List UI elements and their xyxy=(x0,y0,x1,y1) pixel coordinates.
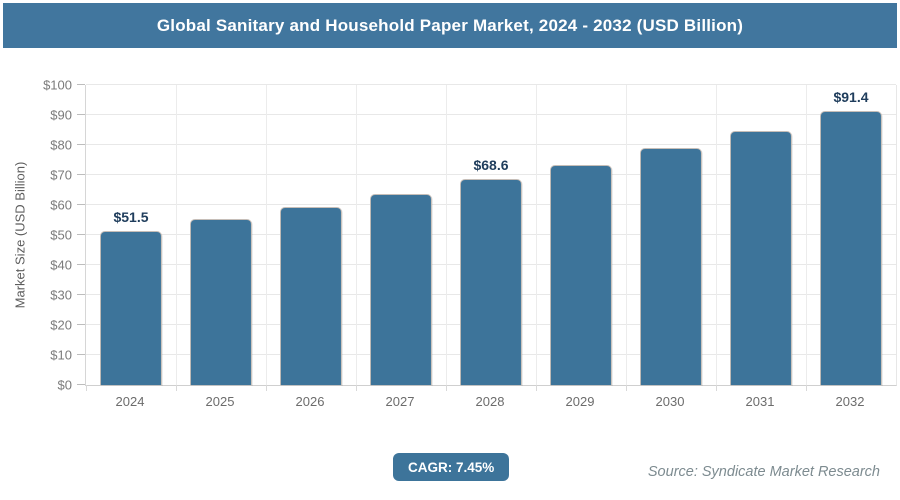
y-tick-label: $10 xyxy=(50,347,72,363)
y-tick-mark xyxy=(77,264,85,265)
x-tick-mark xyxy=(176,385,177,391)
y-tick-mark xyxy=(77,354,85,355)
x-tick-mark xyxy=(86,385,87,391)
y-axis-ticks: $0 $10 $20 $30 $40 $50 $60 $70 $80 $90 $100 xyxy=(0,78,85,393)
y-tick-label: $20 xyxy=(50,317,72,333)
horizontal-gridline xyxy=(86,114,896,115)
x-tick-label: 2026 xyxy=(295,394,325,409)
y-tick-label: $40 xyxy=(50,257,72,273)
bar-2027 xyxy=(369,194,433,385)
y-tick-mark xyxy=(77,174,85,175)
x-tick-label: 2027 xyxy=(385,394,415,409)
x-tick-mark xyxy=(536,385,537,391)
source-credit: Source: Syndicate Market Research xyxy=(647,464,880,480)
horizontal-gridline xyxy=(86,174,896,175)
y-tick-mark xyxy=(77,144,85,145)
chart-title: Global Sanitary and Household Paper Mark… xyxy=(156,15,744,35)
x-axis-labels: 2024 2025 2026 2027 2028 2029 2030 2031 2032 xyxy=(85,394,895,409)
vertical-gridline xyxy=(625,85,627,385)
cagr-badge: CAGR: 7.45% xyxy=(393,453,510,481)
vertical-gridline xyxy=(266,85,267,385)
vertical-gridline xyxy=(716,85,717,385)
x-tick-mark xyxy=(625,385,627,391)
bar-column-2028: $68.6 xyxy=(446,85,536,385)
x-tick-label: 2031 xyxy=(745,394,775,409)
bar-column-2031 xyxy=(716,85,806,385)
x-tick-label: 2028 xyxy=(475,394,505,409)
bar-2026 xyxy=(279,207,343,385)
y-tick-label: $30 xyxy=(50,287,72,303)
x-tick-label: 2030 xyxy=(655,394,685,409)
bar-2024 xyxy=(99,230,163,385)
bar-2029 xyxy=(549,165,613,385)
y-tick-label: $50 xyxy=(50,227,72,243)
y-tick-label: $60 xyxy=(50,197,72,213)
x-tick-mark xyxy=(355,385,357,391)
y-tick-label: $100 xyxy=(43,77,72,93)
vertical-gridline xyxy=(176,85,177,385)
vertical-gridline xyxy=(355,85,357,385)
vertical-gridline xyxy=(446,85,447,385)
x-tick-mark xyxy=(266,385,267,391)
bar-column-2024: $51.5 xyxy=(86,85,176,385)
vertical-gridline xyxy=(806,85,807,385)
bar-2025 xyxy=(189,219,253,385)
y-tick-mark xyxy=(77,234,85,235)
bar-value-label: $51.5 xyxy=(113,208,149,225)
y-tick-label: $70 xyxy=(50,167,72,183)
vertical-gridline xyxy=(536,85,537,385)
x-tick-label: 2024 xyxy=(115,394,145,409)
y-tick-label: $0 xyxy=(57,377,72,393)
bar-column-2030 xyxy=(626,85,716,385)
bar-value-label: $91.4 xyxy=(833,88,869,105)
x-tick-mark xyxy=(806,385,807,391)
bar-column-2026 xyxy=(266,85,356,385)
x-tick-label: 2032 xyxy=(835,394,865,409)
horizontal-gridline xyxy=(86,144,896,145)
chart-title-bar: Global Sanitary and Household Paper Mark… xyxy=(3,3,897,48)
bar-value-label: $68.6 xyxy=(473,157,509,174)
bar-column-2027 xyxy=(356,85,446,385)
bar-2032 xyxy=(819,110,883,385)
horizontal-gridline xyxy=(86,84,896,85)
y-tick-label: $80 xyxy=(50,137,72,153)
y-tick-mark xyxy=(77,294,85,295)
bar-2031 xyxy=(729,130,793,385)
bar-column-2029 xyxy=(536,85,626,385)
x-tick-mark xyxy=(716,385,717,391)
x-tick-label: 2025 xyxy=(205,394,235,409)
y-tick-mark xyxy=(77,84,85,85)
bar-column-2032: $91.4 xyxy=(806,85,896,385)
x-tick-mark xyxy=(446,385,447,391)
bar-column-2025 xyxy=(176,85,266,385)
y-tick-mark xyxy=(77,324,85,325)
y-tick-mark xyxy=(77,114,85,115)
bar-2030 xyxy=(639,148,703,385)
bar-2028 xyxy=(459,179,523,385)
plot-area: $51.5 $68.6 $91.4 xyxy=(85,84,897,391)
y-tick-label: $90 xyxy=(50,107,72,123)
y-tick-mark xyxy=(77,204,85,205)
x-tick-label: 2029 xyxy=(565,394,595,409)
y-tick-mark xyxy=(77,384,85,385)
